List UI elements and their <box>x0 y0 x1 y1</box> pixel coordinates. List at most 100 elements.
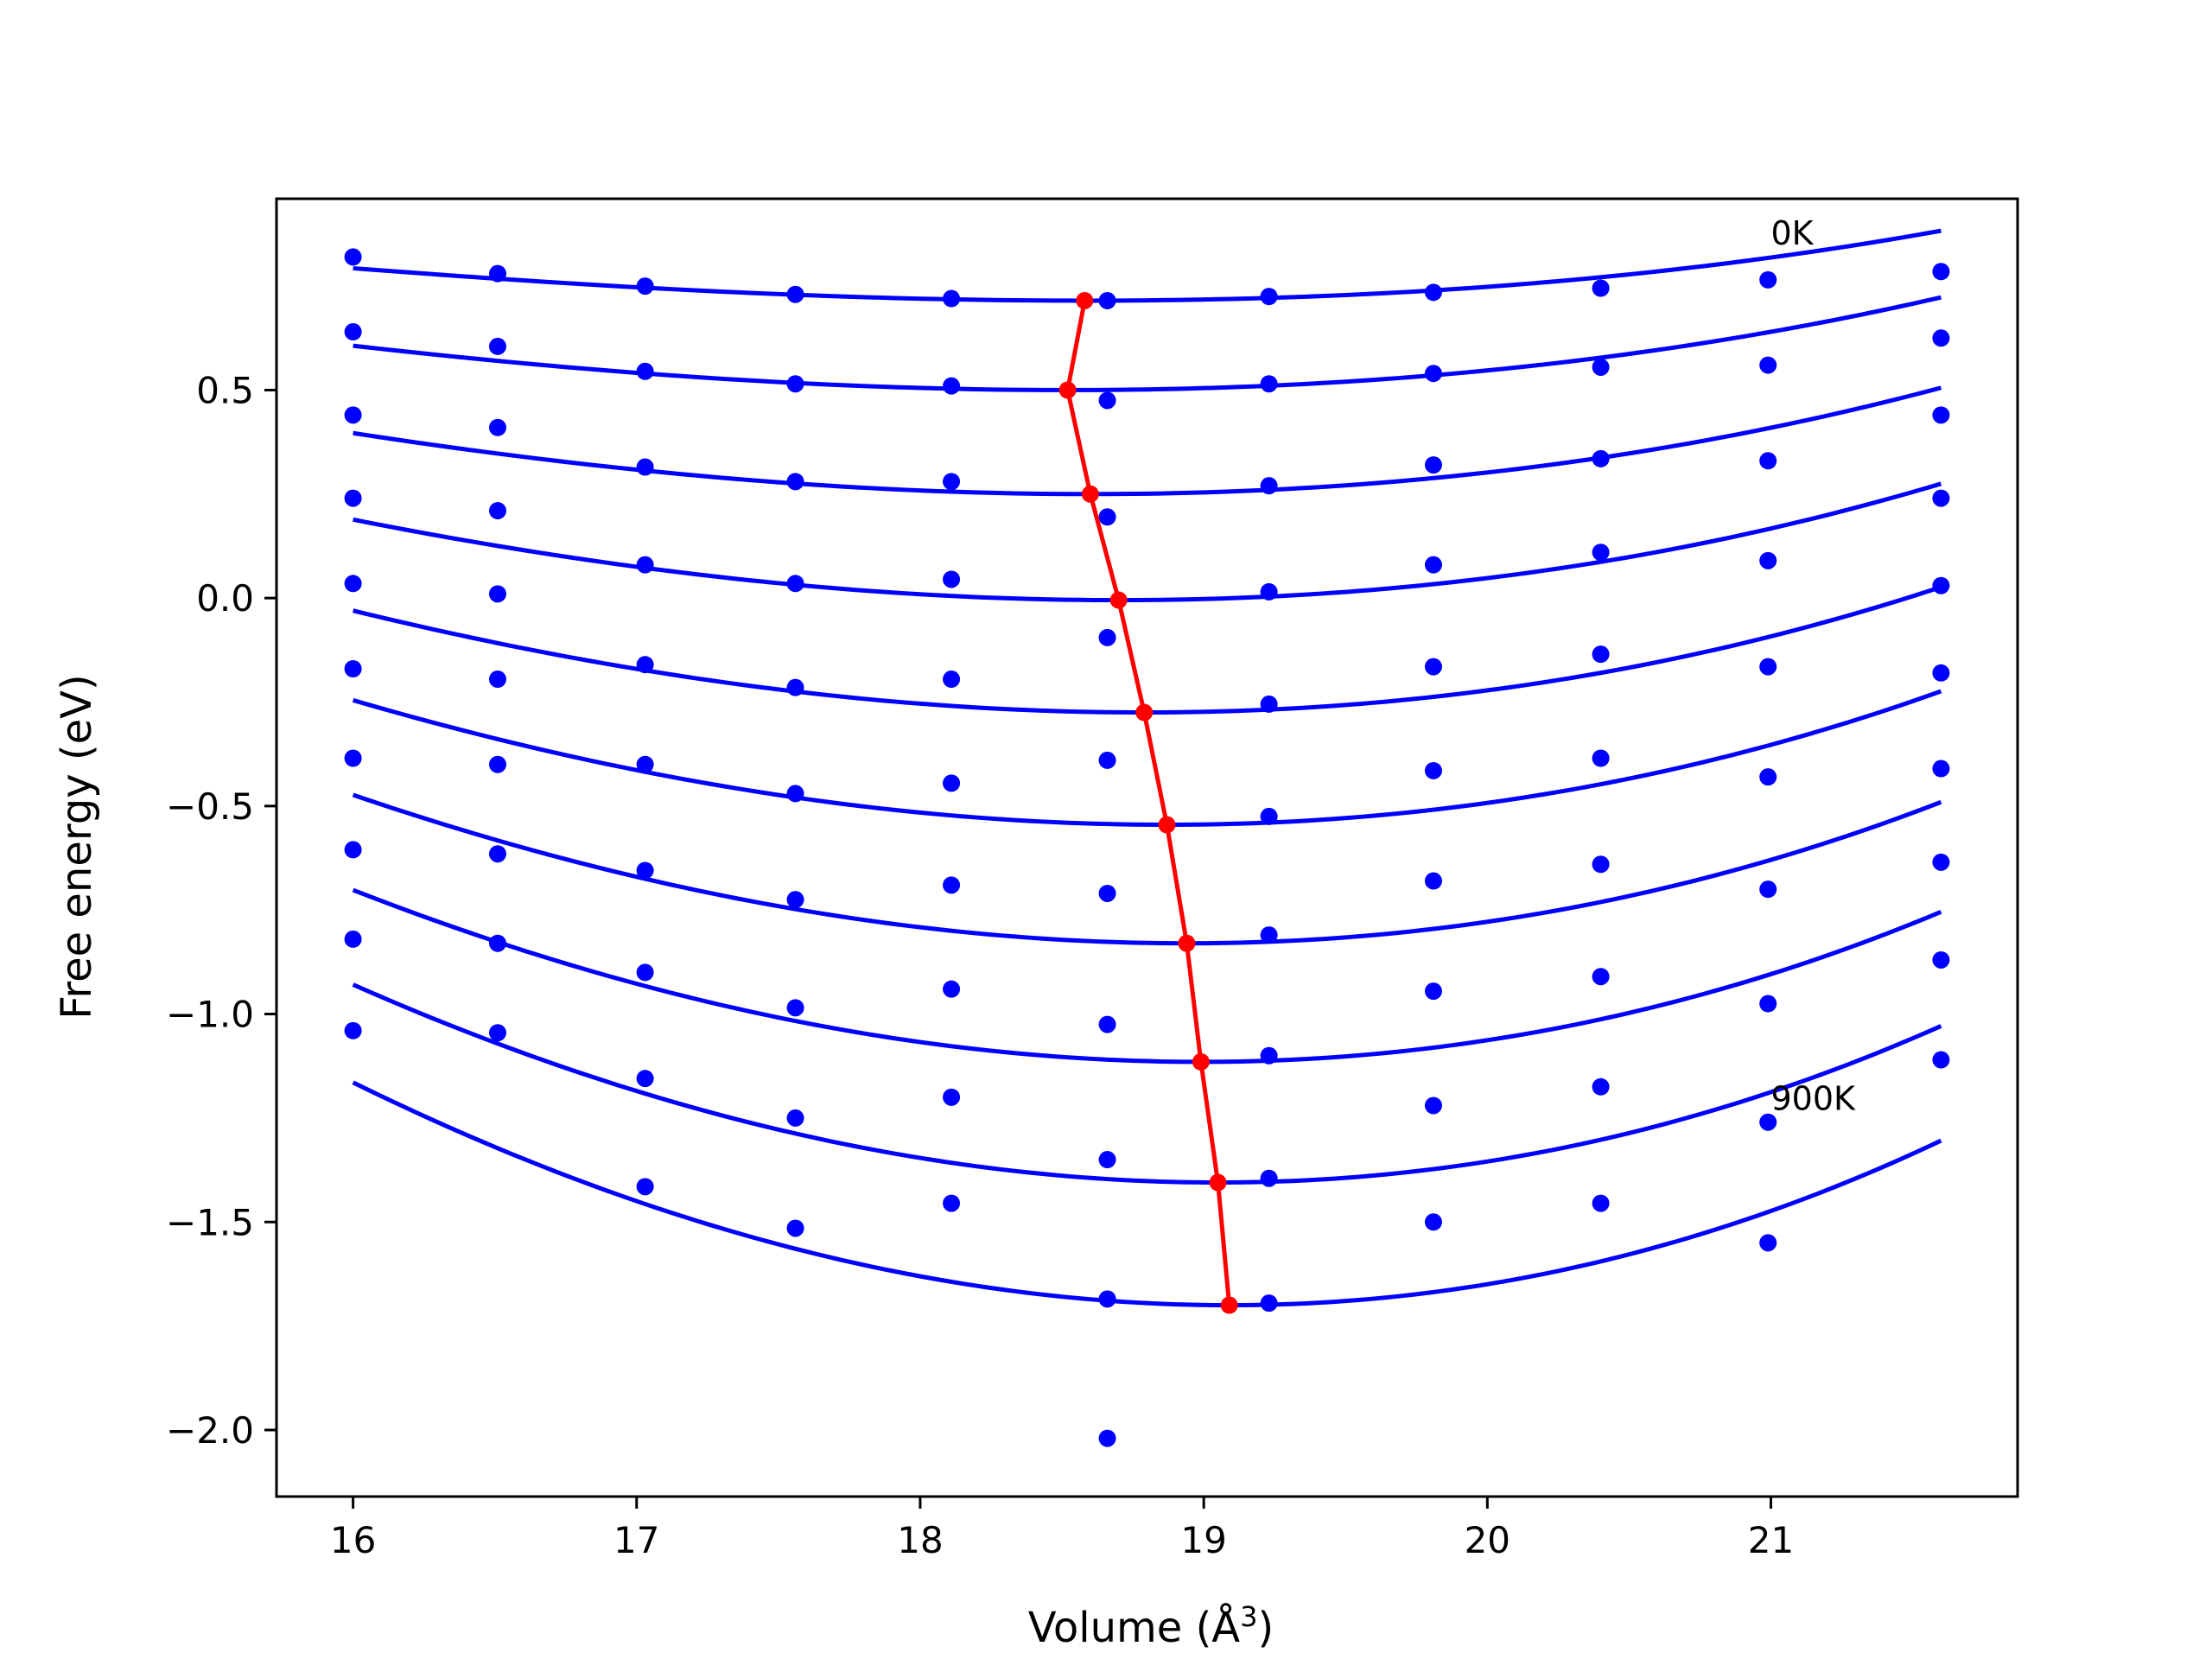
data-point <box>1098 1151 1116 1169</box>
data-point <box>1932 406 1950 424</box>
data-point <box>1592 855 1610 874</box>
minimum-point <box>1209 1173 1227 1192</box>
data-point <box>344 575 362 593</box>
data-point <box>1592 279 1610 297</box>
data-point <box>1260 926 1278 944</box>
data-point <box>1260 1294 1278 1313</box>
data-point <box>943 473 961 491</box>
data-points <box>344 248 1950 1447</box>
data-point <box>1260 288 1278 306</box>
data-point <box>1098 291 1116 309</box>
data-point <box>1098 628 1116 646</box>
minimum-point <box>1220 1296 1238 1314</box>
data-point <box>636 556 654 574</box>
data-point <box>636 656 654 674</box>
data-point <box>786 375 804 393</box>
data-point <box>488 1024 506 1042</box>
data-point <box>1260 582 1278 601</box>
annotations: 0K 900K <box>1770 214 1856 1117</box>
data-point <box>1932 576 1950 594</box>
x-tick-label: 17 <box>613 1519 659 1561</box>
y-axis-ticks: 0.5 0.0 −0.5 −1.0 −1.5 −2.0 <box>166 369 276 1452</box>
data-point <box>786 891 804 909</box>
data-point <box>1424 283 1442 302</box>
data-point <box>943 377 961 395</box>
data-point <box>1759 551 1777 569</box>
data-point <box>1759 880 1777 899</box>
data-point <box>1260 1169 1278 1187</box>
data-point <box>943 774 961 792</box>
data-point <box>1759 1113 1777 1131</box>
data-point <box>488 585 506 603</box>
fit-curve-1 <box>353 228 1942 303</box>
x-tick-label: 16 <box>330 1519 376 1561</box>
data-point <box>1592 749 1610 767</box>
data-point <box>1592 1194 1610 1212</box>
data-point <box>1759 452 1777 470</box>
data-point <box>488 502 506 520</box>
data-point <box>786 678 804 696</box>
data-point <box>1932 950 1950 969</box>
data-point <box>636 277 654 296</box>
data-point <box>786 473 804 491</box>
data-point <box>1759 270 1777 289</box>
data-point <box>1424 658 1442 676</box>
data-point <box>943 570 961 588</box>
fit-curve-3 <box>353 385 1942 497</box>
data-point <box>1424 872 1442 890</box>
x-tick-label: 19 <box>1180 1519 1226 1561</box>
data-point <box>636 1070 654 1088</box>
data-point <box>488 418 506 436</box>
x-axis-label: Volume (Å3) <box>1028 1600 1274 1652</box>
fit-curve-4 <box>353 481 1942 603</box>
data-point <box>943 671 961 689</box>
data-point <box>636 1178 654 1196</box>
data-point <box>1424 365 1442 383</box>
fit-curve-6 <box>352 689 1942 828</box>
data-point <box>488 337 506 355</box>
data-point <box>943 289 961 308</box>
data-point <box>1424 982 1442 1001</box>
data-point <box>1260 477 1278 495</box>
data-point <box>943 980 961 998</box>
minimum-point <box>1109 591 1128 609</box>
data-point <box>943 876 961 894</box>
data-point <box>1759 995 1777 1013</box>
minimum-point <box>1178 934 1196 952</box>
data-point <box>488 755 506 773</box>
fit-curve-2 <box>353 295 1942 392</box>
data-point <box>1759 658 1777 676</box>
minimum-point <box>1158 816 1176 834</box>
y-tick-label: 0.0 <box>196 577 254 620</box>
y-tick-label: −1.0 <box>166 994 254 1036</box>
data-point <box>1592 358 1610 376</box>
data-point <box>636 963 654 982</box>
fit-curve-10 <box>352 1080 1942 1308</box>
data-point <box>1759 768 1777 786</box>
y-tick-label: −1.5 <box>166 1201 254 1243</box>
data-point <box>1098 884 1116 902</box>
data-point <box>786 785 804 803</box>
data-point <box>1932 664 1950 682</box>
data-point <box>344 749 362 767</box>
y-tick-label: 0.5 <box>196 369 254 411</box>
y-tick-label: −0.5 <box>166 785 254 828</box>
data-point <box>943 1194 961 1212</box>
minimum-path <box>1058 291 1238 1314</box>
x-axis-ticks: 16 17 18 19 20 21 <box>330 1497 1794 1561</box>
y-tick-label: −2.0 <box>166 1409 254 1452</box>
data-point <box>1260 1046 1278 1065</box>
fit-curve-8 <box>352 887 1942 1065</box>
data-point <box>1098 391 1116 410</box>
data-point <box>1759 356 1777 374</box>
data-point <box>636 362 654 380</box>
data-point <box>1932 760 1950 778</box>
data-point <box>1592 968 1610 986</box>
data-point <box>1759 1234 1777 1252</box>
minimum-point <box>1192 1052 1210 1071</box>
data-point <box>1260 375 1278 393</box>
data-point <box>488 671 506 689</box>
x-tick-label: 20 <box>1465 1519 1510 1561</box>
data-point <box>488 264 506 283</box>
